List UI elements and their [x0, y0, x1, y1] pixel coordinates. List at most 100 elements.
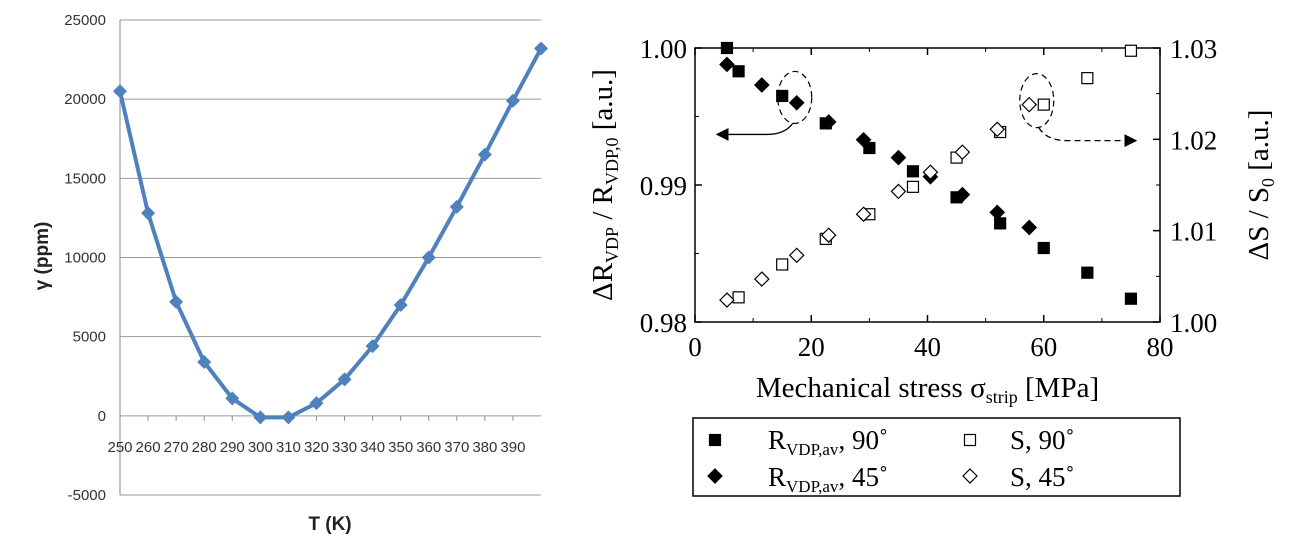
- data-point-series-4: [753, 271, 770, 287]
- data-point-series-3: [1081, 72, 1094, 85]
- y-axis-label: γ (ppm): [32, 222, 53, 291]
- y-tick-label: 0.98: [640, 308, 687, 338]
- y-tick-label: 10000: [64, 250, 106, 267]
- x-axis-label: T (K): [308, 514, 351, 535]
- y2-tick-label: 1.03: [1170, 34, 1217, 64]
- legend-marker: [707, 468, 723, 484]
- data-point-series-2: [855, 131, 872, 148]
- data-point-series-4: [788, 247, 805, 264]
- x-tick-label: 360: [416, 439, 441, 456]
- x-tick-label: 0: [688, 332, 702, 362]
- data-point-series-4: [989, 121, 1006, 138]
- legend-marker: [708, 433, 722, 447]
- y2-tick-label: 1.00: [1170, 308, 1217, 338]
- data-point-series-3: [1037, 98, 1050, 111]
- data-point-series-3: [906, 180, 920, 193]
- annotation-arrow-right: [1038, 127, 1138, 148]
- data-point-series-1: [1124, 292, 1138, 305]
- data-point-series-2: [954, 186, 971, 203]
- data-point: [169, 294, 184, 309]
- annotation-ellipse: [777, 70, 813, 125]
- legend-label: S, 45˚: [1010, 462, 1075, 492]
- data-point: [197, 355, 212, 369]
- data-point: [477, 147, 492, 162]
- y2-tick-label: 1.01: [1170, 217, 1217, 247]
- data-point: [281, 410, 296, 425]
- data-point: [393, 298, 408, 312]
- legend: RVDP,av, 90˚ S, 90˚ RVDP,av, 45˚ S, 45˚: [692, 417, 1181, 497]
- data-point: [365, 339, 380, 354]
- x-tick-label: 280: [192, 439, 217, 456]
- x-tick-label: 390: [500, 439, 525, 456]
- x-tick-label: 250: [107, 439, 132, 456]
- data-point-series-4: [890, 183, 907, 200]
- x-tick-label: 260: [136, 439, 161, 456]
- data-point-series-1: [1037, 241, 1050, 255]
- legend-label: RVDP,av, 90˚: [768, 425, 888, 459]
- data-point-series-1: [994, 217, 1007, 230]
- data-point: [113, 84, 127, 99]
- data-point-series-2: [820, 114, 837, 130]
- y-tick-label: 0: [98, 408, 106, 425]
- data-point-series-2: [719, 56, 735, 73]
- stress-chart: 0 20 40 60 80 0.98 0.99 1.00 1.00 1.01 1.02 1.03 Mec…: [587, 34, 1278, 497]
- x-axis-label: Mechanical stress σstrip [MPa]: [756, 372, 1099, 407]
- y-tick-label: -5000: [68, 487, 106, 504]
- x-tick-label: 80: [1147, 332, 1174, 362]
- y-tick-label: 15000: [64, 170, 106, 187]
- y-tick-label: 25000: [64, 12, 106, 29]
- data-point-series-2: [1021, 219, 1038, 236]
- data-point-series-4: [855, 206, 872, 223]
- data-point-series-2: [788, 94, 805, 111]
- x-tick-label: 290: [220, 439, 245, 456]
- x-tick-label: 380: [472, 439, 497, 456]
- y-tick-label: 20000: [64, 91, 106, 108]
- x-tick-label: 340: [360, 439, 385, 456]
- data-point: [534, 41, 548, 56]
- data-point-series-4: [1021, 96, 1038, 113]
- legend-marker: [963, 433, 977, 447]
- y-tick-label: 1.00: [640, 34, 687, 64]
- data-point: [505, 93, 520, 108]
- data-point-series-2: [890, 149, 907, 166]
- data-point-series-4: [820, 227, 837, 244]
- data-point-series-2: [753, 77, 770, 93]
- data-point: [337, 372, 352, 387]
- data-point-series-1: [1081, 266, 1094, 279]
- data-point-series-1: [776, 89, 789, 103]
- y-tick-label: 0.99: [640, 171, 687, 201]
- legend-label: S, 90˚: [1010, 425, 1075, 455]
- data-point-series-4: [922, 164, 939, 181]
- data-point: [141, 206, 156, 221]
- x-tick-label: 310: [276, 439, 301, 456]
- x-tick-label: 40: [914, 332, 941, 362]
- data-point: [421, 250, 436, 265]
- x-tick-label: 300: [248, 439, 273, 456]
- x-tick-label: 20: [798, 332, 825, 362]
- data-point: [253, 410, 268, 425]
- data-point-series-3: [776, 258, 789, 271]
- data-point-series-4: [954, 144, 971, 160]
- data-point-series-3: [1124, 44, 1138, 57]
- legend-box: [692, 417, 1181, 497]
- x-tick-label: 370: [444, 439, 469, 456]
- data-point-series-4: [719, 292, 735, 308]
- annotation-ellipse: [1019, 73, 1055, 129]
- data-point-series-1: [732, 65, 745, 78]
- data-point-series-1: [720, 41, 734, 55]
- x-tick-label: 330: [332, 439, 357, 456]
- annotation-arrow-left: [715, 123, 794, 141]
- x-tick-label: 350: [388, 439, 413, 456]
- y-tick-label: 5000: [73, 329, 106, 346]
- data-point-series-1: [906, 165, 920, 178]
- data-point: [225, 391, 240, 406]
- y-axis-label: ΔRVDP / RVDP,0 [a.u.]: [587, 69, 622, 301]
- data-point: [309, 396, 324, 411]
- data-point-series-1: [863, 141, 876, 155]
- series-line: [118, 47, 543, 420]
- x-tick-label: 320: [304, 439, 329, 456]
- data-point-series-3: [732, 291, 745, 304]
- legend-marker: [962, 468, 978, 484]
